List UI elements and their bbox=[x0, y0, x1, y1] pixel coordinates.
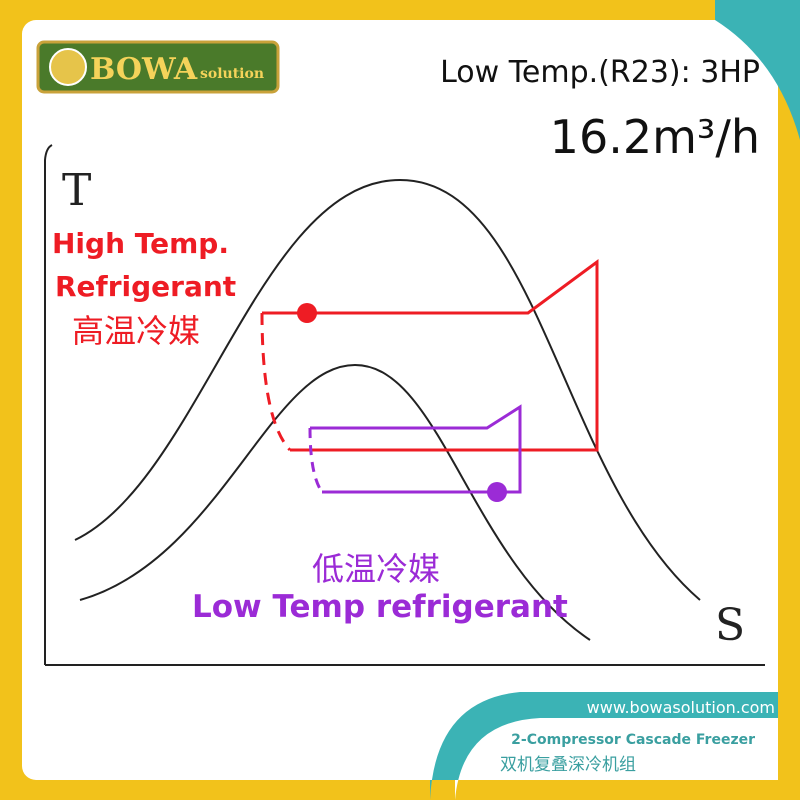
high-temp-expansion bbox=[260, 312, 292, 452]
logo-brand: BOWA bbox=[90, 52, 198, 87]
low-temp-label: Low Temp refrigerant bbox=[192, 589, 568, 625]
high-temp-label: Refrigerant bbox=[55, 270, 236, 303]
spec: Low Temp.(R23): 3HP bbox=[440, 55, 760, 90]
product-name: 2-Compressor Cascade Freezer bbox=[511, 732, 755, 748]
high-temp-chinese: 高温冷媒 bbox=[72, 312, 200, 350]
high-temp-cycle bbox=[262, 259, 599, 452]
logo-icon bbox=[49, 48, 87, 86]
y-axis bbox=[44, 144, 53, 665]
flow-rate: 16.2m³/h bbox=[550, 110, 760, 164]
low-temp-cycle bbox=[310, 404, 522, 494]
logo-suffix: solution bbox=[200, 66, 264, 82]
inner-dome bbox=[79, 363, 591, 641]
y-axis-label: T bbox=[62, 165, 91, 216]
corner-accent bbox=[715, 0, 800, 140]
low-temp-chinese: 低温冷媒 bbox=[312, 550, 440, 588]
website: www.bowasolution.com bbox=[587, 698, 775, 717]
high-temp-point bbox=[297, 303, 317, 323]
footer-panel bbox=[455, 718, 778, 800]
high-temp-label: High Temp. bbox=[52, 227, 229, 260]
panel bbox=[22, 20, 778, 780]
low-temp-point bbox=[487, 482, 507, 502]
product-name-chinese: 双机复叠深冷机组 bbox=[500, 755, 636, 775]
logo-badge bbox=[36, 40, 280, 94]
x-axis-label: S bbox=[715, 600, 745, 651]
low-temp-expansion bbox=[308, 427, 324, 493]
